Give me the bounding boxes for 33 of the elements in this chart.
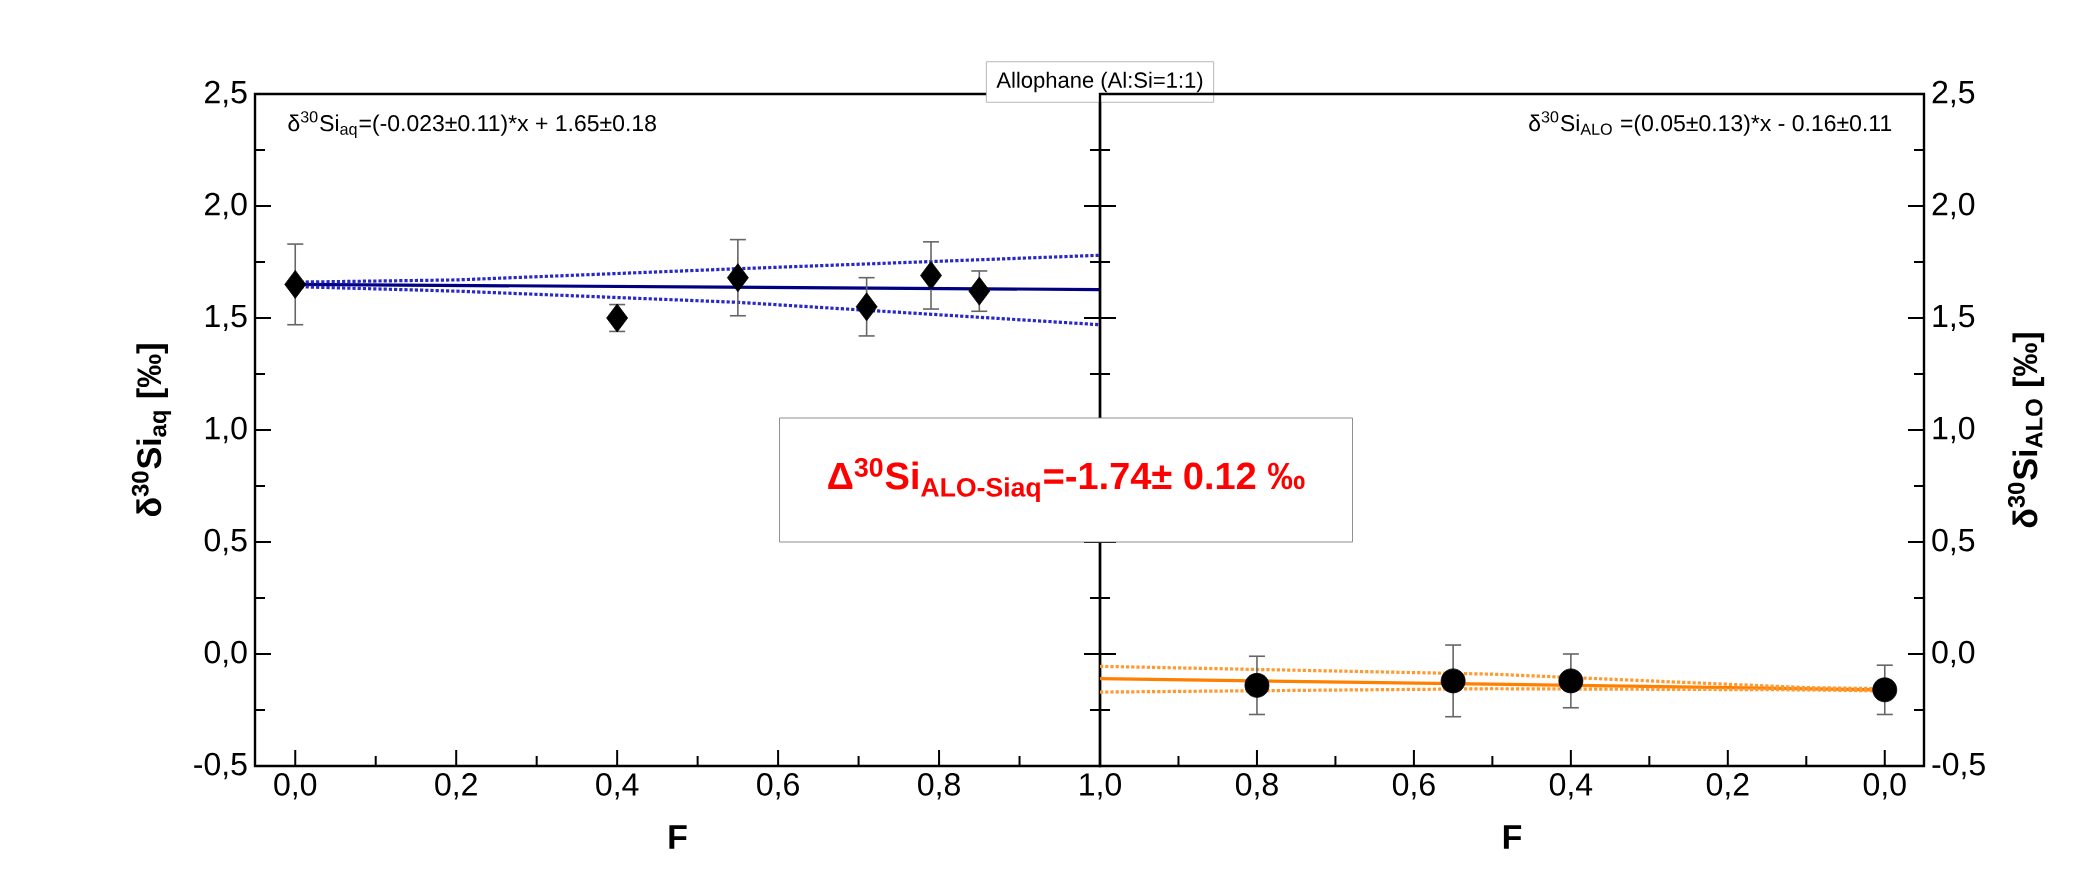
x-tick-label: 0,2 (435, 773, 477, 800)
x-tick-label: 0,2 (1706, 773, 1749, 800)
x-tick-label: 0,6 (1392, 773, 1435, 800)
y2-tick-label: 1,5 (1933, 304, 1975, 332)
y-tick-label: 2,0 (205, 192, 247, 220)
x-tick-label: 0,0 (274, 773, 317, 800)
annotation: δ$^{30}$Si$_{ALO}$ =(0.05±0.13)*x - 0.16±0.11 (1529, 111, 1892, 136)
y2-tick-label: 1,0 (1933, 416, 1975, 444)
y-tick-label: 0,5 (204, 528, 247, 556)
x-tick-label: 0,0 (1863, 773, 1906, 800)
x-axis-title: F (1503, 825, 1522, 849)
x-tick-label: 1,0 (1080, 773, 1121, 800)
y2-tick-label: 2,0 (1932, 192, 1975, 220)
x-axis-title: F (669, 825, 687, 849)
annotation: Δ$^{30}$Si$_{ALO-Siaq}$=-1.74± 0.12 ‰ (828, 458, 1305, 502)
y2-tick-label: 0,5 (1932, 528, 1975, 556)
y2-tick-label: -0,5 (1932, 752, 1985, 780)
y2-tick-label: 0,0 (1932, 640, 1975, 668)
y2-axis-title: δ$^{30}$Si$_{ALO}$ [‰] (2007, 333, 2045, 528)
x-tick-label: 0,4 (596, 773, 639, 800)
chart-title: Allophane (Al:Si=1:1) (996, 71, 1203, 93)
y-axis-title: δ$^{30}$Si$_{aq}$ [‰] (131, 344, 172, 517)
x-tick-label: 0,8 (918, 773, 960, 800)
y2-tick-label: 2,5 (1932, 80, 1975, 108)
x-tick-label: 0,4 (1549, 773, 1593, 800)
y-tick-label: 1,0 (205, 416, 247, 444)
y-tick-label: -0,5 (194, 752, 247, 780)
annotation: δ$^{30}$Si$_{aq}$=(-0.023±0.11)*x + 1.65±0.18 (288, 111, 656, 139)
y-tick-label: 0,0 (204, 640, 247, 668)
x-tick-label: 0,6 (757, 773, 799, 800)
x-tick-label: 0,8 (1235, 773, 1278, 800)
y-tick-label: 1,5 (205, 304, 247, 332)
y-tick-label: 2,5 (205, 80, 247, 108)
